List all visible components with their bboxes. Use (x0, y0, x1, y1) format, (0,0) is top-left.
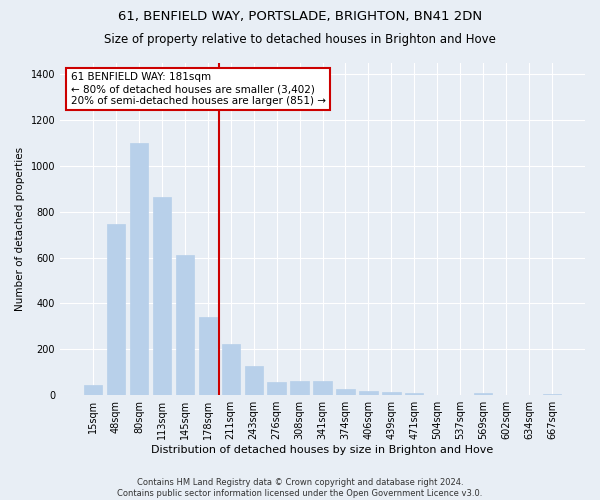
Bar (268, 382, 286, 395)
Text: 61 BENFIELD WAY: 181sqm
← 80% of detached houses are smaller (3,402)
20% of semi: 61 BENFIELD WAY: 181sqm ← 80% of detache… (71, 72, 326, 106)
X-axis label: Distribution of detached houses by size in Brighton and Hove: Distribution of detached houses by size … (151, 445, 494, 455)
Y-axis label: Number of detached properties: Number of detached properties (15, 147, 25, 311)
Bar (382, 392, 401, 395)
Bar (176, 255, 194, 395)
Bar (543, 394, 561, 395)
Bar (84, 385, 102, 395)
Bar (290, 381, 309, 395)
Bar (405, 393, 424, 395)
Bar (199, 317, 217, 395)
Bar (153, 198, 171, 395)
Bar (313, 382, 332, 395)
Bar (130, 144, 148, 395)
Text: Size of property relative to detached houses in Brighton and Hove: Size of property relative to detached ho… (104, 32, 496, 46)
Bar (107, 224, 125, 395)
Bar (359, 391, 377, 395)
Bar (221, 344, 240, 395)
Bar (336, 390, 355, 395)
Text: Contains HM Land Registry data © Crown copyright and database right 2024.
Contai: Contains HM Land Registry data © Crown c… (118, 478, 482, 498)
Text: 61, BENFIELD WAY, PORTSLADE, BRIGHTON, BN41 2DN: 61, BENFIELD WAY, PORTSLADE, BRIGHTON, B… (118, 10, 482, 23)
Bar (245, 366, 263, 395)
Bar (474, 394, 493, 395)
